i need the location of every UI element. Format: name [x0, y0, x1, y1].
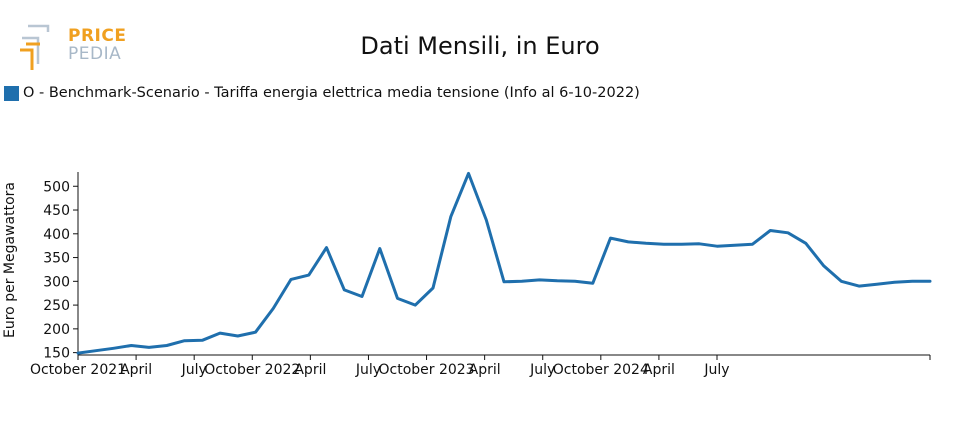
data-point[interactable]	[661, 241, 667, 247]
data-point[interactable]	[359, 294, 365, 300]
y-tick-label: 300	[43, 274, 70, 290]
data-point[interactable]	[874, 281, 880, 287]
x-tick-label: April	[643, 362, 675, 378]
data-point[interactable]	[821, 263, 827, 269]
data-point[interactable]	[395, 295, 401, 301]
legend-swatch	[4, 85, 19, 101]
data-point[interactable]	[235, 333, 241, 339]
data-point[interactable]	[217, 330, 223, 336]
axes	[77, 172, 930, 356]
data-point[interactable]	[466, 170, 472, 176]
data-point[interactable]	[501, 279, 507, 285]
x-tick-label: April	[469, 362, 501, 378]
data-point[interactable]	[785, 230, 791, 236]
data-point[interactable]	[625, 239, 631, 245]
logo-text-pedia: PEDIA	[68, 44, 122, 64]
y-tick-label: 400	[43, 227, 70, 243]
data-point[interactable]	[253, 329, 259, 335]
data-point[interactable]	[892, 279, 898, 285]
logo-text-price: PRICE	[68, 26, 127, 46]
x-tick-label: October 2024	[553, 362, 649, 378]
data-point[interactable]	[714, 243, 720, 249]
series-group	[75, 170, 933, 356]
data-point[interactable]	[288, 276, 294, 282]
data-point[interactable]	[856, 283, 862, 289]
data-point[interactable]	[732, 242, 738, 248]
x-tick-label: July	[181, 362, 207, 378]
data-point[interactable]	[483, 217, 489, 223]
data-point[interactable]	[537, 277, 543, 283]
chart-title: Dati Mensili, in Euro	[360, 32, 600, 60]
y-tick-label: 150	[43, 346, 70, 362]
x-tick-label: July	[355, 362, 381, 378]
data-point[interactable]	[111, 345, 117, 351]
y-ticks: 150 200 250 300 350 400 450 500	[43, 179, 78, 362]
data-point[interactable]	[803, 240, 809, 246]
x-tick-label: October 2022	[204, 362, 300, 378]
legend-label: O - Benchmark-Scenario - Tariffa energia…	[23, 85, 640, 101]
data-point[interactable]	[554, 278, 560, 284]
data-point[interactable]	[324, 245, 330, 251]
x-tick-label: April	[294, 362, 326, 378]
data-point[interactable]	[182, 338, 188, 344]
data-point[interactable]	[270, 305, 276, 311]
series-line[interactable]	[76, 171, 932, 355]
data-point[interactable]	[75, 350, 81, 356]
data-point[interactable]	[643, 240, 649, 246]
legend[interactable]: O - Benchmark-Scenario - Tariffa energia…	[4, 84, 640, 102]
data-point[interactable]	[608, 235, 614, 241]
data-point[interactable]	[590, 280, 596, 286]
data-point[interactable]	[767, 227, 773, 233]
y-tick-label: 250	[43, 298, 70, 314]
data-point[interactable]	[927, 278, 933, 284]
x-tick-label: October 2023	[378, 362, 474, 378]
data-point[interactable]	[519, 278, 525, 284]
data-point[interactable]	[146, 344, 152, 350]
data-point[interactable]	[199, 337, 205, 343]
data-point[interactable]	[306, 272, 312, 278]
data-point[interactable]	[572, 278, 578, 284]
data-point[interactable]	[696, 241, 702, 247]
x-tick-label: April	[120, 362, 152, 378]
data-point[interactable]	[679, 241, 685, 247]
x-tick-label: July	[529, 362, 555, 378]
data-point[interactable]	[164, 342, 170, 348]
data-point[interactable]	[341, 287, 347, 293]
data-point[interactable]	[909, 278, 915, 284]
data-point[interactable]	[448, 214, 454, 220]
y-tick-label: 350	[43, 251, 70, 267]
data-point[interactable]	[93, 348, 99, 354]
data-point[interactable]	[128, 342, 134, 348]
data-point[interactable]	[430, 285, 436, 291]
data-point[interactable]	[377, 246, 383, 252]
logo-mark-icon	[20, 24, 50, 70]
data-point[interactable]	[412, 302, 418, 308]
data-point[interactable]	[838, 278, 844, 284]
y-tick-label: 500	[43, 179, 70, 195]
y-tick-label: 200	[43, 322, 70, 338]
y-tick-label: 450	[43, 203, 70, 219]
data-point[interactable]	[750, 241, 756, 247]
x-tick-label: October 2021	[30, 362, 126, 378]
x-tick-label: July	[703, 362, 729, 378]
pricepedia-logo: PRICE PEDIA	[18, 24, 128, 74]
